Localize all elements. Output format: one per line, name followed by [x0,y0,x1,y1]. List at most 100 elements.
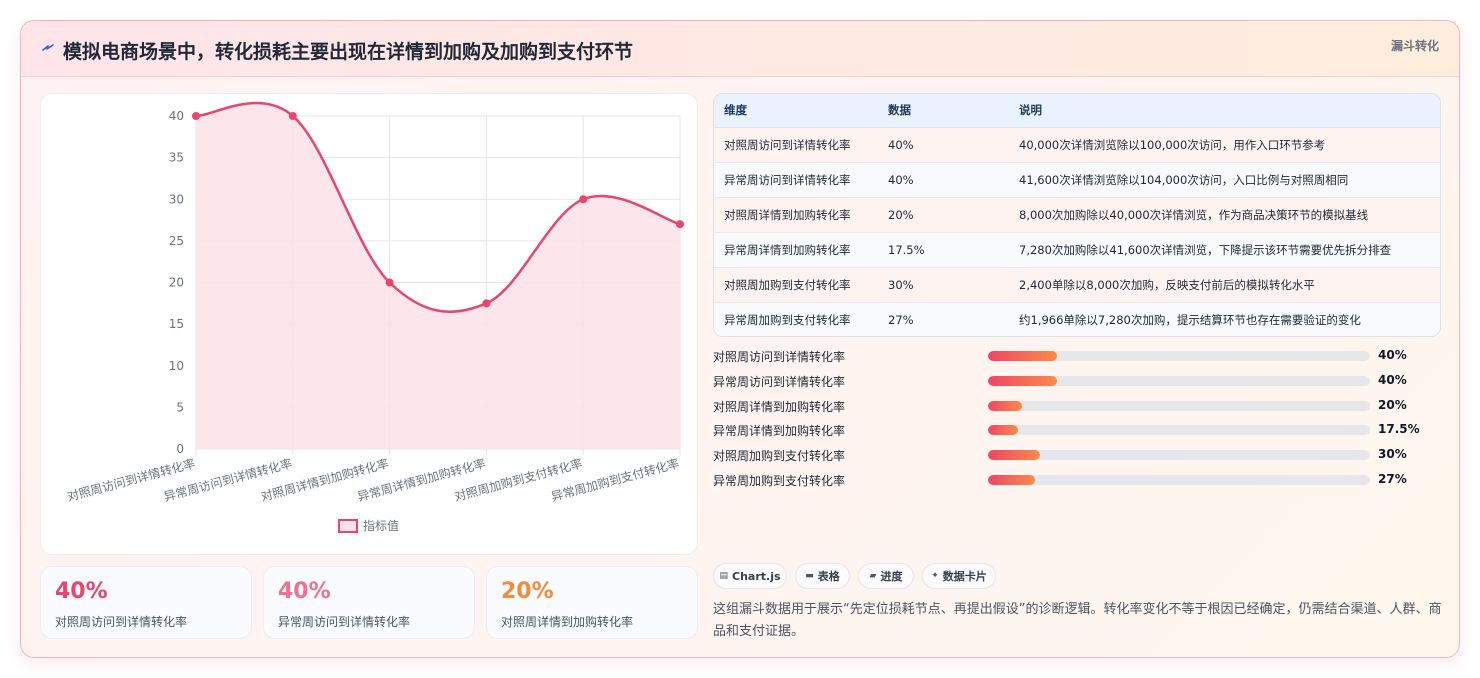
table-cell: 30% [888,277,914,292]
progress-row: 对照周访问到详情转化率 40% [713,346,1433,366]
progress-label: 对照周访问到详情转化率 [713,350,846,364]
chip-label: 数据卡片 [942,570,987,583]
table-row: 异常周加购到支付转化率 27% 约1,966单除以7,280次加购，提示结算环节… [714,302,1440,336]
progress-fill [988,400,1023,411]
progress-fill [988,450,1040,461]
table-cell: 17.5% [888,242,925,257]
funnel-card: 模拟电商场景中，转化损耗主要出现在详情到加购及加购到支付环节 漏斗转化 0 5 10… [20,20,1460,658]
table-cell: 对照周详情到加购转化率 [724,207,851,222]
lightning-icon [41,38,57,58]
y-tick-label: 10 [169,359,184,373]
table-cell: 2,400单除以8,000次加购，反映支付前后的模拟转化水平 [1019,277,1315,292]
progress-row: 异常周详情到加购转化率 17.5% [713,420,1433,440]
y-tick-label: 40 [169,109,184,123]
line-chart-panel: 0 5 10 15 20 25 30 35 40 对照周访问到详情转化率 异常周访问到详情转化率 对照… [40,93,698,555]
progress-value: 40% [1378,372,1407,387]
table-cell: 40% [888,172,914,187]
progress-value: 40% [1378,348,1407,362]
chip-label: Chart.js [732,569,781,583]
table-row: 对照周加购到支付转化率 30% 2,400单除以8,000次加购，反映支付前后的… [714,267,1440,302]
progress-fill [988,351,1057,361]
progress-value: 17.5% [1378,422,1420,437]
table-row: 对照周访问到详情转化率 40% 40,000次详情浏览除以100,000次访问，… [714,127,1440,162]
table-cell: 40,000次详情浏览除以100,000次访问，用作入口环节参考 [1019,137,1326,152]
chip-label: 表格 [817,570,840,583]
data-point [482,299,491,308]
table-cell: 对照周加购到支付转化率 [724,277,851,292]
y-tick-label: 0 [176,442,184,456]
y-tick-label: 20 [169,276,184,290]
chip-progress[interactable]: ▰ 进度 [858,563,914,589]
chip-data-card[interactable]: ✦ 数据卡片 [922,563,996,589]
table-cell: 40% [888,137,914,152]
table-cell: 对照周访问到详情转化率 [724,137,851,152]
progress-label: 异常周加购到支付转化率 [713,474,846,488]
chip-table[interactable]: ▬ 表格 [795,563,850,589]
data-point [385,278,394,287]
column-header-description: 说明 [1019,94,1440,128]
progress-label: 对照周详情到加购转化率 [713,399,846,414]
legend-swatch [338,519,358,533]
table-cell: 41,600次详情浏览除以104,000次访问，入口比例与对照周相同 [1019,172,1349,187]
column-header-data: 数据 [888,94,1019,128]
table-cell: 8,000次加购除以40,000次详情浏览，作为商品决策环节的模拟基线 [1019,207,1369,222]
card-header: 模拟电商场景中，转化损耗主要出现在详情到加购及加购到支付环节 漏斗转化 [21,21,1459,77]
series-area [196,103,680,450]
progress-fill [988,475,1035,485]
progress-icon: ▰ [869,571,877,581]
data-point [288,112,297,120]
table-cell: 27% [888,312,914,327]
data-point [579,195,588,204]
progress-row: 异常周访问到详情转化率 40% [713,371,1433,391]
table-cell: 异常周加购到支付转化率 [724,312,851,327]
chip-label: 进度 [880,570,903,583]
footnote: 这组漏斗数据用于展示“先定位损耗节点、再提出假设”的诊断逻辑。转化率变化不等于根… [713,602,1442,639]
progress-track [988,475,1370,485]
table-header-row: 维度 数据 说明 [714,94,1440,128]
progress-value: 27% [1378,472,1407,486]
progress-value: 20% [1378,397,1407,412]
column-header-dimension: 维度 [714,94,888,128]
y-tick-label: 35 [169,151,184,165]
progress-label: 对照周加购到支付转化率 [713,449,846,464]
progress-label: 异常周访问到详情转化率 [713,374,846,389]
line-chart: 0510152025303540对照周访问到详情转化率异常周访问到详情转化率对照… [65,101,684,533]
table-cell: 异常周详情到加购转化率 [724,242,851,257]
progress-fill [988,375,1057,386]
table-row: 异常周详情到加购转化率 17.5% 7,280次加购除以41,600次详情浏览，… [714,232,1440,267]
table-row: 异常周访问到详情转化率 40% 41,600次详情浏览除以104,000次访问，… [714,162,1440,197]
data-point [192,112,200,120]
progress-row: 异常周加购到支付转化率 27% [713,470,1433,490]
kpi-label: 对照周访问到详情转化率 [55,615,188,629]
y-tick-label: 5 [176,400,184,414]
data-point [676,220,684,229]
progress-track [988,351,1370,361]
progress-track [988,400,1370,411]
chart-icon: ▤ [719,571,728,581]
progress-track [988,450,1370,461]
kpi-card: 40% 对照周访问到详情转化率 [40,566,252,639]
category-tag: 漏斗转化 [1390,39,1439,53]
table-icon: ▬ [805,571,814,581]
kpi-card: 40% 异常周访问到详情转化率 [263,566,475,639]
legend-label: 指标值 [363,518,399,533]
kpi-value: 40% [55,579,108,604]
table-cell: 约1,966单除以7,280次加购，提示结算环节也存在需要验证的变化 [1019,312,1361,327]
table-cell: 异常周访问到详情转化率 [724,172,851,187]
sparkle-icon: ✦ [931,571,939,581]
kpi-card: 20% 对照周详情到加购转化率 [486,566,698,639]
progress-value: 30% [1378,447,1407,462]
y-tick-label: 25 [169,234,184,248]
table-cell: 7,280次加购除以41,600次详情浏览，下降提示该环节需要优先拆分排查 [1019,242,1392,257]
progress-row: 对照周详情到加购转化率 20% [713,396,1433,416]
progress-label: 异常周详情到加购转化率 [713,424,846,439]
progress-row: 对照周加购到支付转化率 30% [713,445,1433,465]
kpi-label: 异常周访问到详情转化率 [278,615,411,629]
table-cell: 20% [888,207,914,222]
y-tick-label: 30 [169,192,184,206]
chip-chartjs[interactable]: ▤ Chart.js [713,563,787,589]
progress-fill [988,425,1018,436]
data-table: 维度 数据 说明 对照周访问到详情转化率 40% 40,000次详情浏览除以10… [713,93,1441,337]
kpi-value: 20% [501,579,554,604]
page-title: 模拟电商场景中，转化损耗主要出现在详情到加购及加购到支付环节 [63,41,634,63]
